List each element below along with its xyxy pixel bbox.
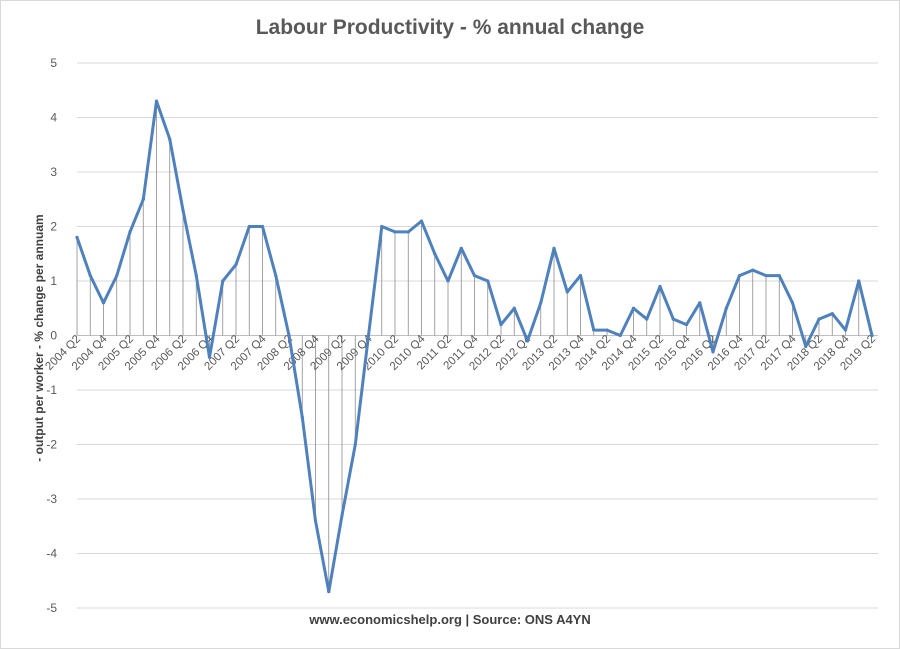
data-point	[446, 279, 450, 283]
data-point	[194, 273, 198, 278]
data-point	[459, 246, 463, 250]
data-point	[578, 273, 583, 278]
data-point	[472, 273, 477, 278]
data-point	[247, 224, 251, 229]
data-point	[764, 273, 768, 278]
chart-title: Labour Productivity - % annual change	[255, 16, 645, 39]
data-point	[724, 306, 728, 310]
data-point	[75, 235, 79, 239]
data-point	[645, 317, 649, 321]
data-point	[711, 350, 715, 354]
data-point	[221, 279, 225, 283]
data-point	[181, 208, 185, 212]
data-point	[790, 301, 795, 305]
data-point	[274, 273, 278, 278]
data-point	[380, 224, 384, 229]
data-point	[287, 333, 291, 338]
y-tick-label: 5	[50, 56, 57, 70]
data-point	[658, 284, 662, 289]
y-tick-label: -5	[46, 601, 57, 615]
data-point	[684, 323, 689, 327]
data-point	[207, 355, 212, 359]
data-point	[857, 279, 861, 283]
drop-lines	[76, 101, 860, 592]
data-point	[168, 137, 172, 141]
chart-source: www.economicshelp.org | Source: ONS A4YN	[309, 612, 591, 627]
y-tick-label: -3	[46, 492, 57, 506]
y-tick-label: 0	[50, 329, 57, 343]
data-point	[300, 415, 304, 419]
data-point	[843, 328, 848, 332]
data-point	[817, 317, 821, 321]
data-point	[313, 519, 318, 523]
data-point	[353, 442, 357, 447]
y-tick-label: -2	[46, 438, 57, 452]
y-tick-label: 3	[50, 165, 57, 179]
data-point	[565, 290, 569, 294]
data-point	[88, 273, 92, 278]
data-point	[260, 224, 265, 229]
data-point	[393, 230, 397, 234]
data-point	[592, 328, 596, 332]
data-point	[366, 333, 371, 338]
data-point	[751, 268, 755, 272]
y-tick-label: 1	[50, 274, 57, 288]
data-point	[525, 339, 530, 343]
data-point	[101, 301, 106, 305]
data-point	[486, 279, 490, 283]
data-point	[419, 219, 424, 223]
data-point	[830, 312, 834, 316]
y-tick-label: 2	[50, 220, 57, 234]
data-point	[327, 590, 331, 594]
y-tick-label: -4	[46, 547, 57, 561]
data-point	[605, 328, 609, 332]
data-point	[154, 99, 159, 103]
data-point	[234, 263, 238, 267]
data-point	[698, 301, 702, 305]
gridlines	[77, 62, 878, 609]
data-point	[618, 333, 622, 338]
data-point	[141, 197, 145, 201]
data-point	[128, 230, 132, 234]
data-point	[804, 344, 808, 348]
data-point	[777, 273, 781, 278]
data-point	[115, 273, 119, 278]
data-point	[512, 306, 516, 310]
data-point	[671, 317, 675, 321]
y-tick-label: 4	[50, 111, 57, 125]
series-line-group	[75, 99, 874, 594]
data-point	[406, 230, 410, 234]
y-tick-label: -1	[46, 383, 57, 397]
data-point	[539, 301, 543, 305]
data-point	[499, 323, 503, 327]
data-point	[631, 306, 636, 310]
y-axis-ticks: -5 -4 -3 -2 -1 0 1 2 3 4 5	[46, 56, 57, 615]
data-point	[340, 513, 344, 517]
data-point	[870, 333, 874, 338]
data-point	[737, 273, 742, 278]
data-point	[433, 252, 437, 256]
data-point	[552, 246, 556, 250]
